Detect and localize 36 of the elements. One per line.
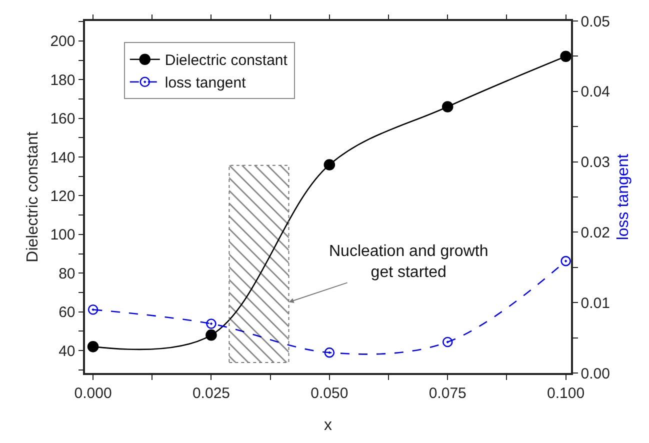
legend-label: loss tangent xyxy=(164,74,247,92)
y-tick-label: 120 xyxy=(50,188,76,205)
point xyxy=(442,101,454,112)
x-tick-label: 0.075 xyxy=(428,384,466,402)
point xyxy=(324,159,336,170)
y2-tick-label: 0.00 xyxy=(580,365,610,382)
y-tick-label: 200 xyxy=(50,33,76,50)
y-tick-label: 160 xyxy=(50,110,76,128)
y2-axis-title: loss tangent xyxy=(615,153,632,240)
x-axis-title: x xyxy=(324,416,332,434)
y-tick-label: 40 xyxy=(58,342,76,360)
point xyxy=(442,336,453,348)
point xyxy=(560,256,571,266)
legend-label: Dielectric constant xyxy=(164,52,288,70)
point xyxy=(206,318,216,329)
point xyxy=(560,50,572,62)
y2-tick-label: 0.03 xyxy=(580,154,610,172)
y2-tick-label: 0.02 xyxy=(580,224,610,242)
point xyxy=(87,341,99,352)
annotation: Nucleation and growth get started xyxy=(329,243,488,281)
y-axis-title: Dielectric constant xyxy=(24,131,42,262)
point xyxy=(88,304,98,315)
y-tick-label: 140 xyxy=(50,149,76,166)
y-tick-label: 80 xyxy=(58,265,76,282)
point xyxy=(324,347,335,358)
point xyxy=(206,329,217,341)
x-tick-label: 0.000 xyxy=(74,384,112,402)
y2-tick-label: 0.05 xyxy=(580,13,610,30)
y2-tick-label: 0.01 xyxy=(580,294,610,312)
y2-tick-label: 0.04 xyxy=(580,84,610,101)
x-tick-label: 0.050 xyxy=(310,384,348,402)
x-tick-label: 0.025 xyxy=(192,384,230,402)
y-tick-label: 60 xyxy=(58,304,76,322)
x-tick-label: 0.100 xyxy=(547,384,585,402)
y-tick-label: 100 xyxy=(50,226,76,244)
y-tick-label: 180 xyxy=(50,72,76,89)
